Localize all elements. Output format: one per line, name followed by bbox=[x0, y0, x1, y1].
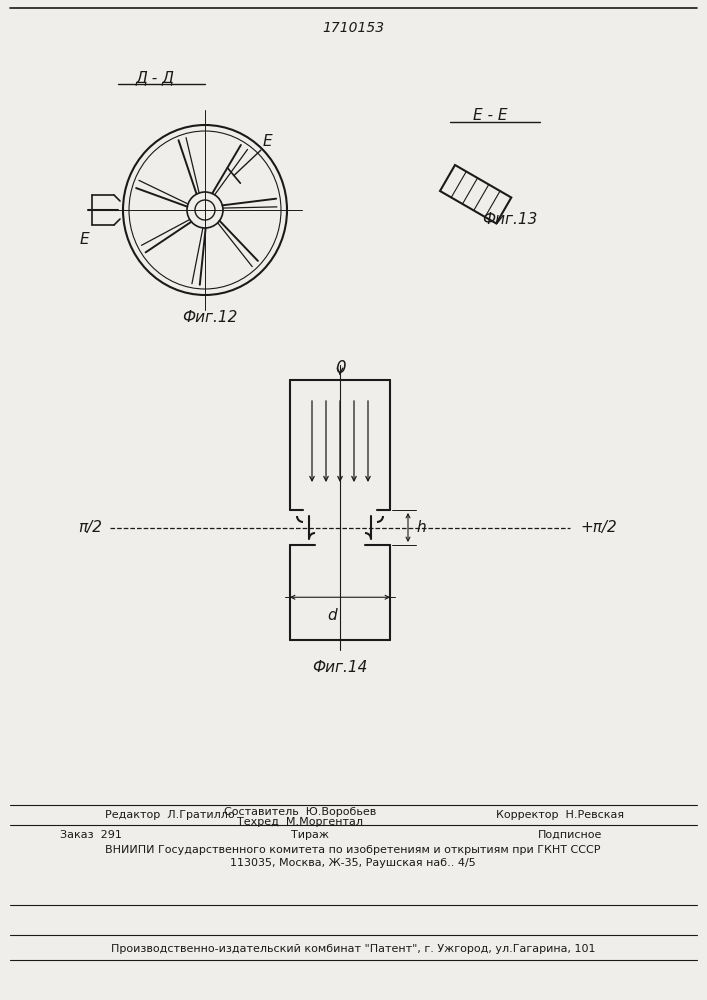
Text: 1710153: 1710153 bbox=[322, 21, 384, 35]
Text: Составитель  Ю.Воробьев: Составитель Ю.Воробьев bbox=[224, 807, 376, 817]
Text: Производственно-издательский комбинат "Патент", г. Ужгород, ул.Гагарина, 101: Производственно-издательский комбинат "П… bbox=[111, 944, 595, 954]
Text: 113035, Москва, Ж-35, Раушская наб.. 4/5: 113035, Москва, Ж-35, Раушская наб.. 4/5 bbox=[230, 858, 476, 868]
Text: Фиг.14: Фиг.14 bbox=[312, 660, 368, 676]
Text: Корректор  Н.Ревская: Корректор Н.Ревская bbox=[496, 810, 624, 820]
Text: Редактор  Л.Гратилло: Редактор Л.Гратилло bbox=[105, 810, 235, 820]
Text: Тираж: Тираж bbox=[291, 830, 329, 840]
Text: E: E bbox=[262, 134, 271, 149]
Text: 0: 0 bbox=[334, 359, 345, 377]
Text: d: d bbox=[327, 608, 337, 623]
Text: π/2: π/2 bbox=[78, 520, 102, 535]
Text: Фиг.13: Фиг.13 bbox=[482, 213, 538, 228]
Text: E - E: E - E bbox=[473, 107, 507, 122]
Text: +π/2: +π/2 bbox=[580, 520, 617, 535]
Text: Фиг.12: Фиг.12 bbox=[182, 310, 238, 324]
Text: ВНИИПИ Государственного комитета по изобретениям и открытиям при ГКНТ СССР: ВНИИПИ Государственного комитета по изоб… bbox=[105, 845, 601, 855]
Text: Техред  М.Моргентал: Техред М.Моргентал bbox=[237, 817, 363, 827]
Text: E: E bbox=[79, 232, 89, 246]
Text: Подписное: Подписное bbox=[538, 830, 602, 840]
Text: Заказ  291: Заказ 291 bbox=[60, 830, 122, 840]
Text: h: h bbox=[416, 520, 426, 535]
Text: Д - Д: Д - Д bbox=[136, 70, 175, 86]
